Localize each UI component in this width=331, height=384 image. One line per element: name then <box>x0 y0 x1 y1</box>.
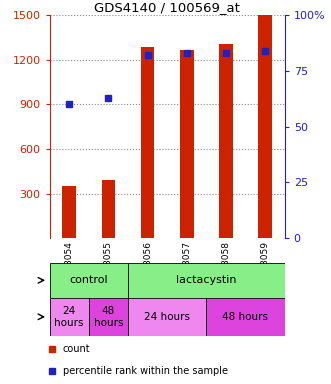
Bar <box>141 46 155 238</box>
Text: control: control <box>70 275 108 285</box>
Text: lactacystin: lactacystin <box>176 275 237 285</box>
Bar <box>180 50 194 238</box>
Bar <box>89 298 128 336</box>
Bar <box>128 263 285 298</box>
Title: GDS4140 / 100569_at: GDS4140 / 100569_at <box>94 1 240 14</box>
Bar <box>128 298 206 336</box>
Bar <box>258 15 272 238</box>
Bar <box>206 298 285 336</box>
Text: 24
hours: 24 hours <box>55 306 84 328</box>
Text: percentile rank within the sample: percentile rank within the sample <box>63 366 228 376</box>
Text: 48 hours: 48 hours <box>222 312 268 322</box>
Bar <box>50 263 128 298</box>
Text: count: count <box>63 344 90 354</box>
Text: 48
hours: 48 hours <box>94 306 123 328</box>
Text: 24 hours: 24 hours <box>144 312 190 322</box>
Bar <box>219 43 233 238</box>
Bar <box>62 186 76 238</box>
Bar <box>50 298 89 336</box>
Bar <box>102 180 115 238</box>
